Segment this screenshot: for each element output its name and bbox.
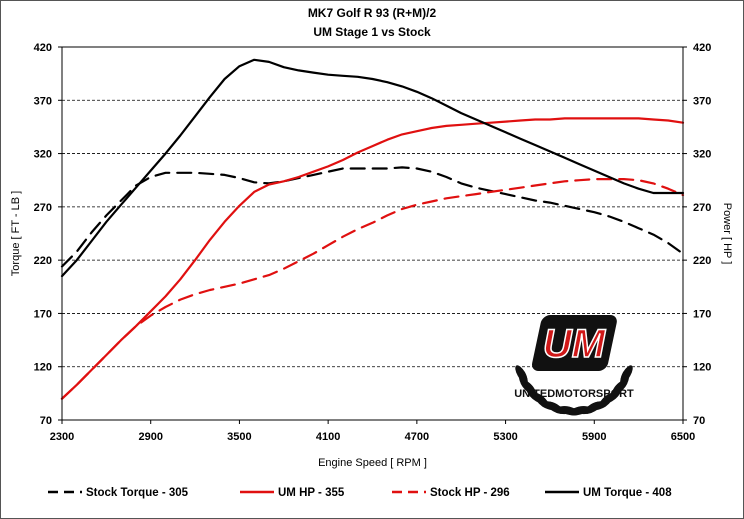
y-tick-label-left: 420 — [34, 42, 52, 54]
y-tick-label-right: 420 — [693, 42, 711, 54]
wreath-leaf — [587, 401, 608, 411]
chart-title: MK7 Golf R 93 (R+M)/2 — [307, 6, 437, 20]
y-tick-label-right: 270 — [693, 202, 711, 214]
y-tick-label-left: 320 — [34, 149, 52, 161]
united-motorsport-logo: UM UNITEDMOTORSPORT — [514, 315, 634, 416]
x-tick-label: 5900 — [582, 431, 606, 443]
x-axis-label: Engine Speed [ RPM ] — [318, 457, 427, 469]
legend-label-4: UM Torque - 408 — [583, 487, 672, 499]
y-tick-label-left: 170 — [34, 308, 52, 320]
wreath-leaf — [559, 406, 579, 416]
wreath-leaf — [534, 393, 550, 409]
y-tick-label-right: 320 — [693, 149, 711, 161]
wreath-leaf — [518, 368, 528, 389]
chart-subtitle: UM Stage 1 vs Stock — [313, 25, 431, 39]
y-tick-label-left: 70 — [40, 415, 52, 427]
y-tick-label-left: 220 — [34, 255, 52, 267]
y-tick-label-right: 120 — [693, 362, 711, 374]
y-tick-label-left: 270 — [34, 202, 52, 214]
series-line-3 — [60, 178, 685, 400]
plot-border — [61, 46, 684, 421]
x-tick-label: 5300 — [493, 431, 517, 443]
series-line-2 — [60, 117, 685, 400]
wreath-leaf — [573, 406, 594, 415]
x-tick-label: 3500 — [227, 431, 251, 443]
y-axis-label-left: Torque [ FT - LB ] — [10, 191, 22, 276]
wreath-leaf — [525, 382, 538, 400]
y-tick-label-right: 370 — [693, 95, 711, 107]
y-tick-label-left: 120 — [34, 362, 52, 374]
legend-label-1: Stock Torque - 305 — [86, 487, 189, 499]
wreath-leaf — [612, 379, 628, 395]
x-tick-label: 6500 — [671, 431, 695, 443]
legend-label-3: Stock HP - 296 — [430, 487, 510, 499]
wreath-leaf — [620, 365, 633, 384]
x-tick-label: 4700 — [405, 431, 429, 443]
y-tick-label-left: 370 — [34, 95, 52, 107]
y-axis-label-right: Power [ HP ] — [721, 203, 733, 265]
series-line-1 — [60, 166, 685, 268]
x-tick-label: 4100 — [316, 431, 340, 443]
logo-plate — [531, 315, 617, 371]
y-tick-label-right: 170 — [693, 308, 711, 320]
y-tick-label-right: 220 — [693, 255, 711, 267]
wreath-leaf — [601, 391, 619, 404]
x-tick-label: 2900 — [138, 431, 162, 443]
y-tick-label-right: 70 — [693, 415, 705, 427]
series-line-4 — [60, 58, 685, 278]
logo-letters: UM — [543, 322, 607, 366]
legend-label-2: UM HP - 355 — [278, 487, 345, 499]
wreath-leaf — [545, 401, 564, 414]
logo-text: UNITEDMOTORSPORT — [514, 388, 634, 400]
x-tick-label: 2300 — [50, 431, 74, 443]
